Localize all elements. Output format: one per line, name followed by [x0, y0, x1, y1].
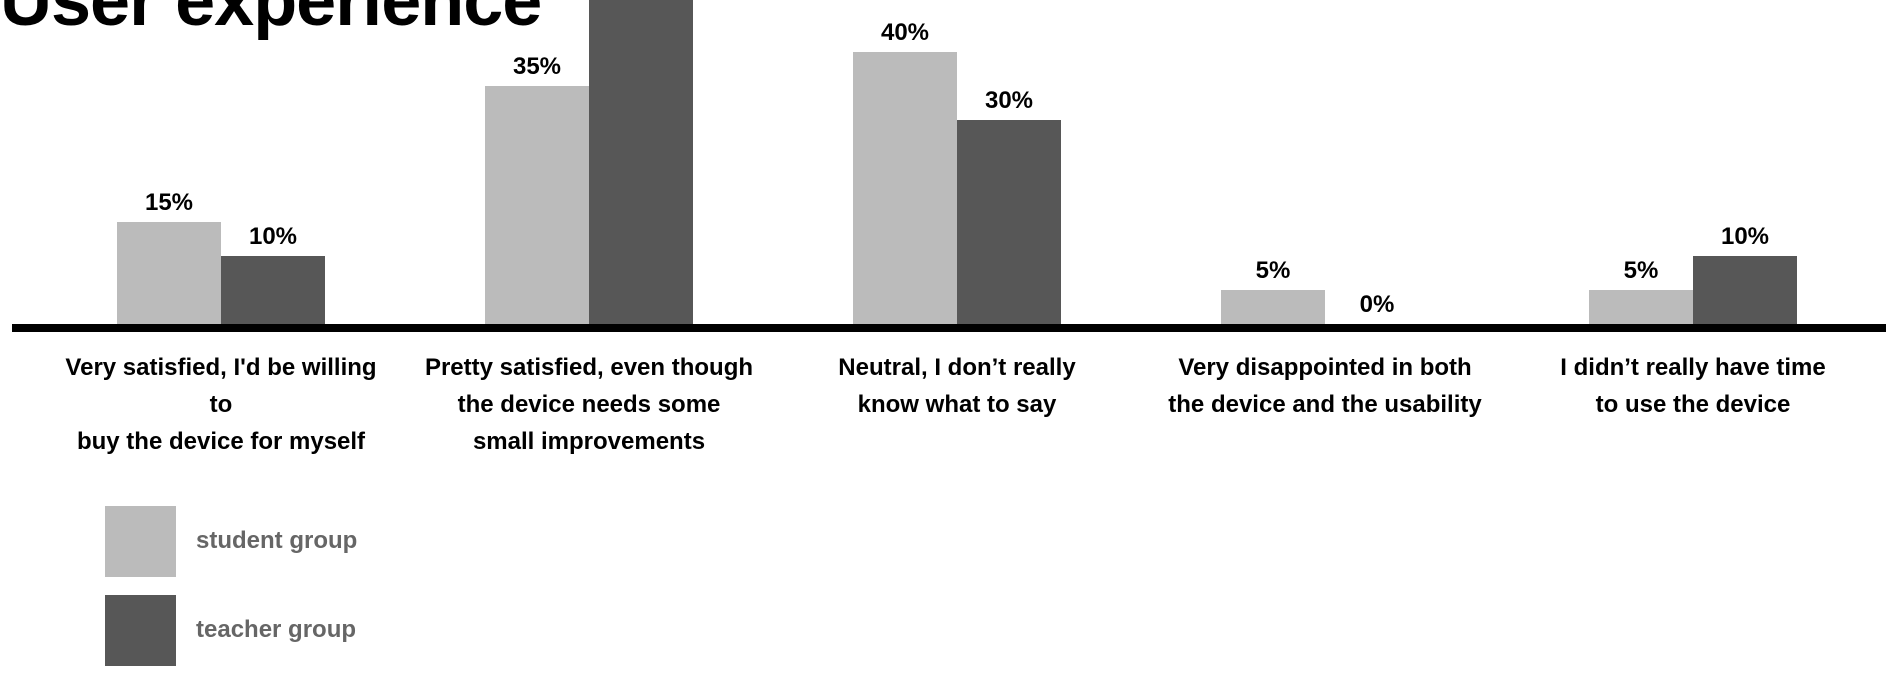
x-tick-label-line: Pretty satisfied, even though: [424, 354, 754, 381]
x-tick-label-line: to use the device: [1595, 391, 1791, 418]
x-tick-label-line: Neutral, I don’t really: [838, 354, 1076, 381]
bar-teacher-group-2: [589, 0, 693, 324]
bar-student-group-5: [1589, 290, 1693, 324]
x-tick-label-line: know what to say: [857, 391, 1057, 418]
x-tick-label-line: buy the device for myself: [76, 428, 366, 455]
x-tick-label-3: Neutral, I don’t really know what to say: [787, 349, 1127, 423]
bar-student-group-3: [853, 52, 957, 324]
data-label-teacher-group-3: 30%: [985, 87, 1033, 114]
data-label-teacher-group-4: 0%: [1360, 291, 1395, 318]
bar-chart: 15%10%35%50%40%30%5%0%5%10%: [12, 0, 1886, 332]
legend: student group teacher group: [105, 505, 358, 684]
legend-swatch-teacher-group: [105, 594, 176, 666]
legend-swatch-student-group: [105, 505, 176, 577]
x-tick-label-line: Very disappointed in both: [1178, 354, 1472, 381]
x-tick-label-4: Very disappointed in both the device and …: [1155, 349, 1495, 423]
data-label-student-group-5: 5%: [1624, 257, 1659, 284]
legend-label-teacher-group: teacher group: [196, 616, 357, 643]
legend-item-student-group: student group: [105, 505, 358, 577]
data-label-teacher-group-5: 10%: [1721, 223, 1769, 250]
chart-title: User experience: [0, 0, 542, 41]
x-tick-label-5: I didn’t really have time to use the devi…: [1523, 349, 1863, 423]
x-tick-label-line: I didn’t really have time: [1560, 354, 1826, 381]
data-label-student-group-1: 15%: [145, 189, 193, 216]
data-label-student-group-2: 35%: [513, 53, 561, 80]
bar-teacher-group-5: [1693, 256, 1797, 324]
data-label-teacher-group-1: 10%: [249, 223, 297, 250]
bar-teacher-group-1: [221, 256, 325, 324]
legend-label-student-group: student group: [196, 527, 358, 554]
legend-item-teacher-group: teacher group: [105, 594, 357, 666]
bar-student-group-4: [1221, 290, 1325, 324]
x-tick-label-1: Very satisfied, I'd be willing to buy the…: [51, 349, 391, 460]
bar-student-group-1: [117, 222, 221, 324]
x-tick-label-line: Very satisfied, I'd be willing to: [65, 354, 377, 418]
x-tick-label-line: the device needs some: [457, 391, 721, 418]
x-tick-label-2: Pretty satisfied, even though the device …: [419, 349, 759, 460]
data-label-student-group-4: 5%: [1256, 257, 1291, 284]
data-label-student-group-3: 40%: [881, 19, 929, 46]
x-tick-label-line: the device and the usability: [1168, 391, 1482, 418]
bar-teacher-group-3: [957, 120, 1061, 324]
x-tick-label-line: small improvements: [472, 428, 706, 455]
bar-student-group-2: [485, 86, 589, 324]
